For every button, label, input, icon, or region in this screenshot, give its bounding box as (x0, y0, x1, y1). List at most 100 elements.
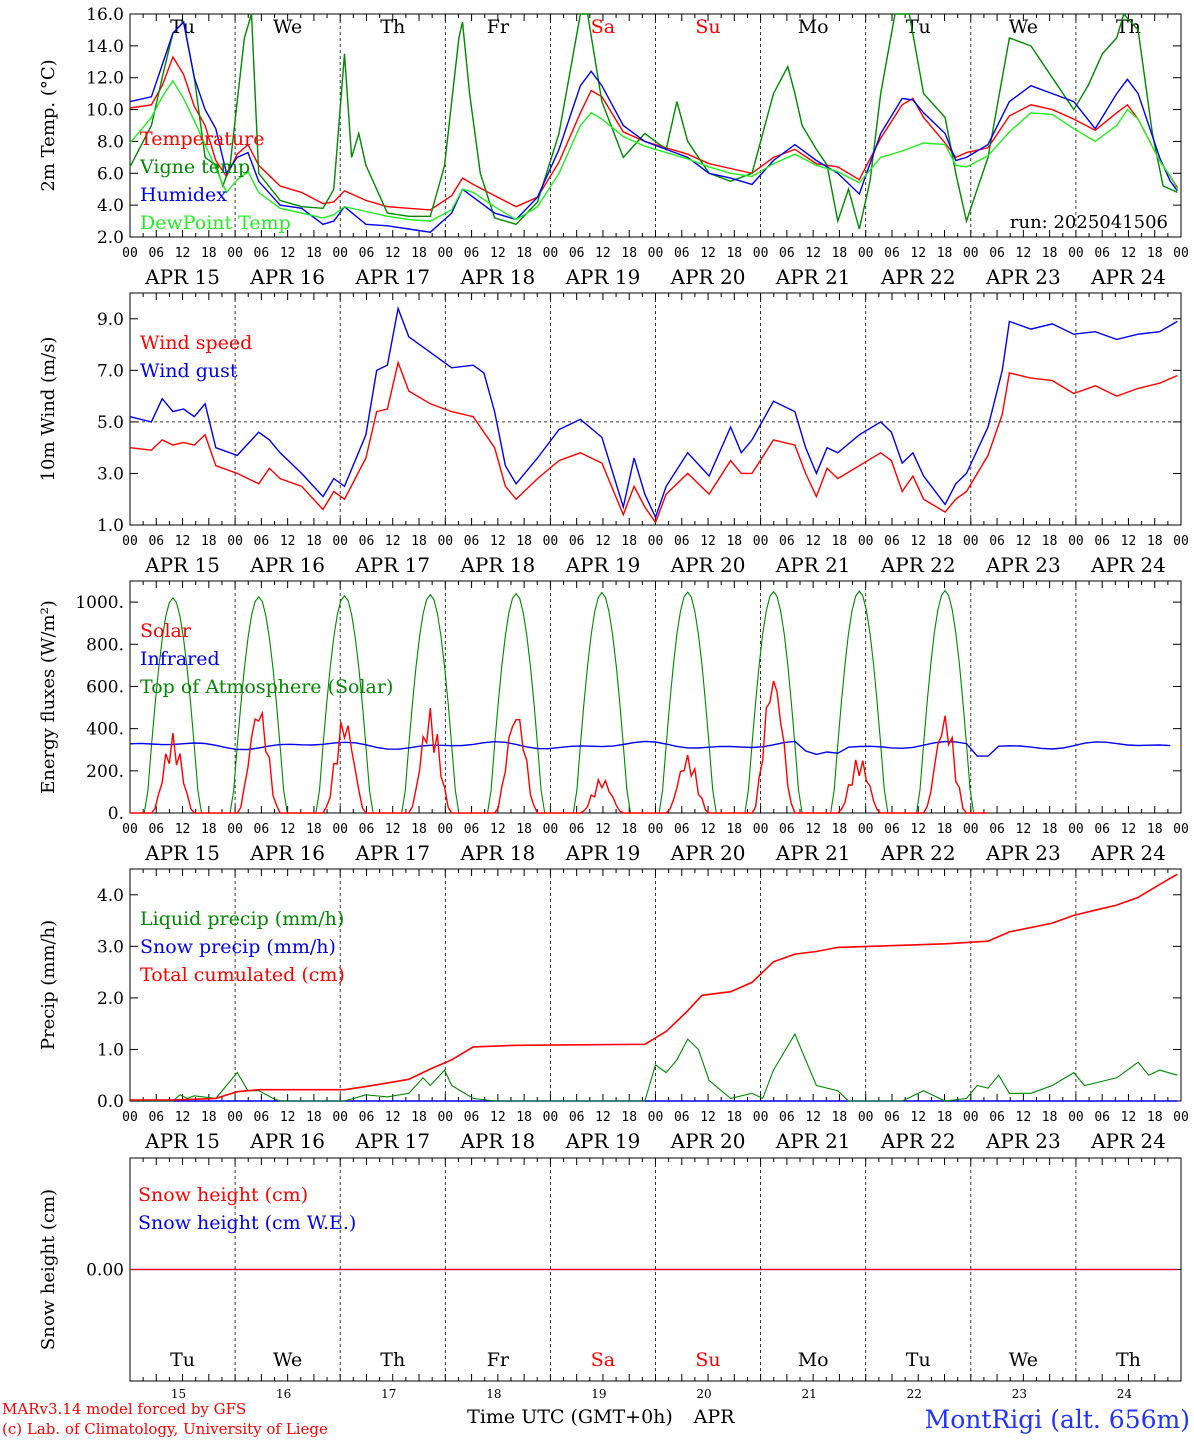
hour-tick-label: 06 (884, 246, 900, 261)
hour-tick-label: 18 (1042, 822, 1058, 837)
date-label: APR 19 (565, 1129, 641, 1153)
hour-tick-label: 06 (884, 534, 900, 549)
day-number-label: 22 (907, 1387, 922, 1401)
hour-tick-label: 00 (332, 246, 348, 261)
y-tick-label: 0.0 (97, 1092, 124, 1112)
date-label: APR 20 (670, 553, 746, 577)
date-label: APR 15 (144, 1129, 220, 1153)
series-line-vigne-temp (129, 12, 1178, 230)
hour-tick-label: 06 (464, 1110, 480, 1125)
hour-tick-label: 00 (648, 822, 664, 837)
y-tick-label: 800. (86, 635, 124, 655)
y-tick-label: 4.0 (97, 196, 124, 216)
weekday-top-label: Su (695, 16, 720, 38)
legend-entry: Total cumulated (cm) (140, 964, 345, 986)
hour-tick-label: 12 (910, 246, 926, 261)
hour-tick-label: 00 (437, 822, 453, 837)
hour-tick-label: 06 (779, 534, 795, 549)
legend-entry: Infrared (140, 648, 220, 670)
weekday-top-label: We (273, 16, 302, 38)
hour-tick-label: 06 (674, 246, 690, 261)
hour-tick-label: 12 (280, 822, 296, 837)
hour-tick-label: 06 (674, 822, 690, 837)
hour-tick-label: 18 (1147, 1110, 1163, 1125)
hour-tick-label: 06 (148, 822, 164, 837)
hour-tick-label: 00 (437, 534, 453, 549)
hour-tick-label: 18 (621, 534, 637, 549)
hour-tick-label: 18 (832, 822, 848, 837)
legend-entry: Wind speed (140, 332, 252, 354)
hour-tick-label: 12 (175, 246, 191, 261)
hour-tick-label: 00 (227, 534, 243, 549)
hour-tick-label: 00 (963, 534, 979, 549)
weekday-bottom-label: Tu (170, 1349, 195, 1371)
hour-tick-label: 00 (332, 534, 348, 549)
hour-tick-label: 00 (122, 1110, 138, 1125)
series-line-infrared (129, 740, 1171, 757)
legend-entry: Snow precip (mm/h) (140, 936, 336, 958)
date-label: APR 21 (775, 1129, 851, 1153)
day-number-label: 23 (1012, 1387, 1027, 1401)
hour-tick-label: 18 (937, 534, 953, 549)
y-tick-label: 16.0 (86, 5, 124, 25)
hour-tick-label: 06 (254, 534, 270, 549)
panel-4: 0.0 1.0 2.0 3.0 4.0 Precip (mm/h) 00 06 12 18 00 06… (38, 868, 1189, 1153)
weekday-top-label: Fr (487, 16, 510, 38)
series-line-dewpoint-temp (129, 79, 1179, 222)
y-tick-label: 6.0 (97, 164, 124, 184)
hour-tick-label: 18 (1147, 246, 1163, 261)
hour-tick-label: 06 (884, 1110, 900, 1125)
hour-tick-label: 18 (1042, 534, 1058, 549)
date-label: APR 24 (1090, 265, 1166, 289)
legend-entry: Temperature (140, 128, 264, 150)
date-label: APR 23 (985, 265, 1061, 289)
date-label: APR 18 (459, 553, 535, 577)
hour-tick-label: 18 (306, 534, 322, 549)
hour-tick-label: 00 (963, 1110, 979, 1125)
hour-tick-label: 18 (1147, 822, 1163, 837)
y-tick-label: 14.0 (86, 37, 124, 57)
hour-tick-label: 00 (1068, 822, 1084, 837)
hour-tick-label: 06 (359, 534, 375, 549)
hour-tick-label: 12 (595, 822, 611, 837)
date-label: APR 15 (144, 841, 220, 865)
x-axis-title: Time UTC (GMT+0h) (467, 1406, 673, 1428)
hour-tick-label: 00 (753, 534, 769, 549)
hour-tick-label: 12 (490, 822, 506, 837)
hour-tick-label: 00 (122, 246, 138, 261)
hour-tick-label: 00 (963, 246, 979, 261)
day-number-label: 18 (486, 1387, 501, 1401)
weekday-bottom-label: Th (1116, 1349, 1141, 1371)
hour-tick-label: 12 (175, 534, 191, 549)
y-tick-label: 5.0 (97, 413, 124, 433)
legend-entry: Snow height (cm W.E.) (138, 1212, 356, 1234)
hour-tick-label: 18 (726, 534, 742, 549)
hour-tick-label: 18 (937, 246, 953, 261)
hour-tick-label: 00 (753, 822, 769, 837)
hour-tick-label: 18 (306, 1110, 322, 1125)
weekday-bottom-label: Mo (798, 1349, 829, 1371)
day-number-label: 15 (171, 1387, 186, 1401)
series-line-temperature (129, 55, 1178, 211)
hour-tick-label: 06 (989, 1110, 1005, 1125)
hour-tick-label: 12 (805, 534, 821, 549)
hour-tick-label: 18 (411, 822, 427, 837)
hour-tick-label: 12 (385, 246, 401, 261)
y-tick-label: 8.0 (97, 132, 124, 152)
hour-tick-label: 12 (805, 246, 821, 261)
hour-tick-label: 18 (516, 1110, 532, 1125)
date-label: APR 18 (459, 841, 535, 865)
panel-3: 0. 200. 400. 600. 800. 1000. Energy fluxes (W/… (38, 580, 1189, 865)
hour-tick-label: 12 (595, 534, 611, 549)
date-label: APR 15 (144, 265, 220, 289)
date-label: APR 21 (775, 265, 851, 289)
date-label: APR 22 (880, 1129, 956, 1153)
legend-entry: Liquid precip (mm/h) (140, 908, 344, 930)
y-tick-label: 3.0 (97, 937, 124, 957)
hour-tick-label: 18 (937, 1110, 953, 1125)
weekday-bottom-label: Fr (487, 1349, 510, 1371)
hour-tick-label: 18 (1147, 534, 1163, 549)
y-tick-label: 400. (86, 720, 124, 740)
hour-tick-label: 18 (306, 246, 322, 261)
